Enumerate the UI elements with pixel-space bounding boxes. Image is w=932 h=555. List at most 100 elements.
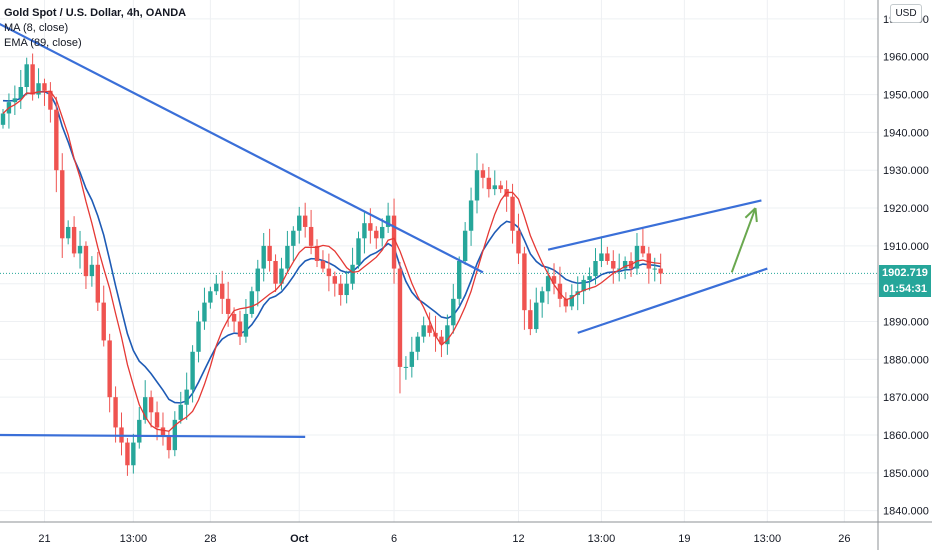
x-tick-label: 12 <box>512 533 524 545</box>
candle-body <box>308 226 314 246</box>
candle-body <box>24 64 29 87</box>
trend-line <box>547 199 762 251</box>
candle-body <box>421 325 426 337</box>
candle-body <box>362 223 367 239</box>
x-tick-label: 13:00 <box>120 533 148 545</box>
candle-body <box>160 427 166 435</box>
candle-body <box>255 268 260 292</box>
candle-body <box>356 238 361 265</box>
candle-body <box>409 351 415 367</box>
x-tick-label: 21 <box>38 533 50 545</box>
candle-body <box>143 397 148 420</box>
candle-body <box>83 245 89 277</box>
trend-line <box>577 267 768 334</box>
currency-button[interactable]: USD <box>890 4 922 23</box>
y-tick-label: 1870.000 <box>883 392 929 404</box>
trend-line <box>0 22 484 274</box>
candle-body <box>480 170 486 178</box>
candle-body <box>350 264 355 284</box>
up-arrow-head <box>754 207 758 223</box>
x-tick-label: 26 <box>838 533 850 545</box>
candle-body <box>42 83 47 91</box>
candle-body <box>95 264 100 303</box>
candle-body <box>605 253 610 261</box>
candle-body <box>658 268 663 274</box>
y-tick-label: 1910.000 <box>883 241 929 253</box>
candle-body <box>611 261 616 269</box>
candle-body <box>457 261 462 299</box>
last-price-tag: 1902.719 <box>879 265 931 282</box>
candle-body <box>208 291 213 303</box>
candle-body <box>137 419 142 443</box>
candle-body <box>190 351 195 390</box>
candle-body <box>297 215 302 231</box>
candle-body <box>599 253 604 261</box>
candle-body <box>125 442 130 466</box>
candle-body <box>368 223 373 231</box>
candle-body <box>486 177 492 190</box>
candle-body <box>634 245 640 269</box>
up-arrow-head <box>744 207 757 219</box>
candle-body <box>551 276 557 284</box>
y-tick-label: 1950.000 <box>883 90 929 102</box>
candle-body <box>261 245 266 269</box>
candle-body <box>380 226 385 239</box>
candle-body <box>622 261 628 269</box>
candle-body <box>474 170 480 201</box>
candle-body <box>101 302 106 341</box>
candle-body <box>510 196 515 231</box>
candle-body <box>302 215 308 227</box>
candle-body <box>65 226 71 239</box>
y-tick-label: 1840.000 <box>883 506 929 518</box>
candle-body <box>587 276 592 280</box>
x-tick-label: Oct <box>290 533 309 545</box>
candle-body <box>640 245 646 254</box>
candle-body <box>279 268 284 284</box>
candle-body <box>397 268 403 367</box>
y-tick-label: 1960.000 <box>883 52 929 64</box>
x-tick-label: 6 <box>391 533 397 545</box>
candle-body <box>617 268 622 270</box>
candle-body <box>30 64 35 95</box>
candle-body <box>528 310 533 330</box>
candle-body <box>243 313 249 337</box>
candle-body <box>492 185 497 190</box>
candle-body <box>196 321 201 352</box>
candle-body <box>439 336 444 345</box>
candle-body <box>374 230 379 239</box>
candle-body <box>522 253 527 311</box>
candle-body <box>237 321 243 337</box>
candle-body <box>516 230 521 254</box>
candle-body <box>54 109 59 171</box>
candle-body <box>539 291 545 303</box>
candle-body <box>320 261 326 269</box>
y-tick-label: 1880.000 <box>883 354 929 366</box>
candle-body <box>231 313 237 322</box>
ema-line <box>2 90 661 404</box>
candle-body <box>427 325 432 333</box>
candle-body <box>178 404 183 420</box>
candle-body <box>545 276 551 292</box>
candle-body <box>652 268 657 270</box>
candle-body <box>534 302 539 330</box>
candle-body <box>89 264 95 277</box>
candle-body <box>48 90 53 110</box>
candle-body <box>249 291 255 314</box>
y-tick-label: 1920.000 <box>883 203 929 215</box>
candle-body <box>166 435 172 451</box>
y-tick-label: 1890.000 <box>883 317 929 329</box>
candle-body <box>344 283 349 296</box>
candle-body <box>107 340 112 398</box>
candle-body <box>154 412 160 428</box>
candle-body <box>220 283 225 299</box>
candle-body <box>285 245 290 269</box>
x-tick-label: 28 <box>204 533 216 545</box>
x-tick-label: 19 <box>678 533 690 545</box>
up-arrow-icon <box>730 207 757 273</box>
candle-body <box>445 325 450 345</box>
candle-body <box>0 113 6 125</box>
candle-body <box>581 279 586 292</box>
candle-body <box>273 261 278 284</box>
